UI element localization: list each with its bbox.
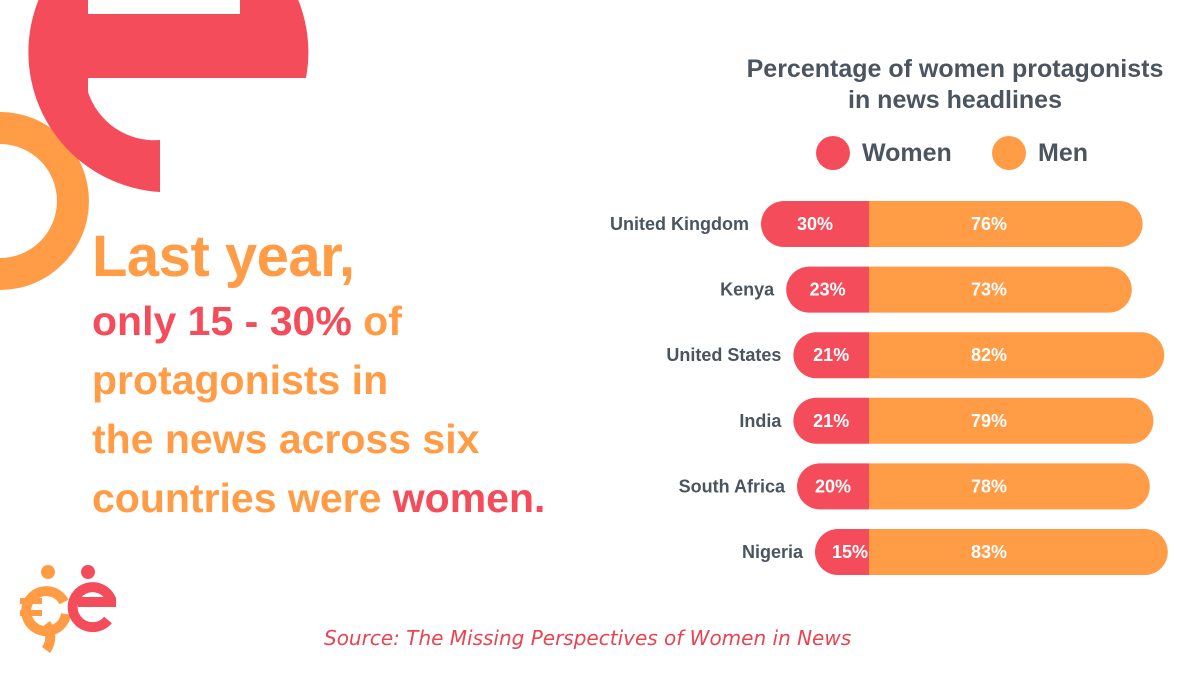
brand-e-shape-decoration [0, 0, 309, 290]
bar-men-united-states [869, 332, 1165, 379]
red-e-shape [28, 0, 309, 192]
headline-percent-range: only 15 - 30% [92, 298, 352, 344]
value-label-women-united-states: 21% [813, 345, 849, 365]
orange-arc-shape [0, 112, 89, 290]
headline-women: women. [392, 475, 546, 521]
value-label-men-south-africa: 78% [971, 476, 1007, 496]
headline-countries-were: countries were [92, 475, 393, 521]
bar-men-south-africa [869, 463, 1150, 510]
value-label-women-nigeria: 15% [832, 542, 868, 562]
legend-item-women: Women [816, 135, 952, 171]
category-label-kenya: Kenya [720, 280, 775, 300]
bar-women-india [793, 397, 869, 444]
ge-brand-logo-icon [20, 565, 116, 653]
category-label-nigeria: Nigeria [742, 542, 804, 562]
headline-line-5: countries were women. [92, 469, 545, 528]
legend-item-men: Men [992, 135, 1088, 171]
bar-women-nigeria [815, 529, 869, 575]
headline-line-1: Last year, [92, 224, 355, 289]
bar-women-united-kingdom [761, 201, 869, 247]
bar-men-nigeria [869, 529, 1168, 575]
category-label-india: India [739, 411, 782, 431]
bar-men-india [869, 397, 1154, 444]
headline-line-4: the news across six [92, 416, 480, 462]
value-label-men-united-states: 82% [971, 345, 1007, 365]
value-label-women-south-africa: 20% [815, 476, 851, 496]
bar-women-united-states [793, 332, 869, 379]
headline-line-2: only 15 - 30% of [92, 292, 545, 351]
value-label-men-kenya: 73% [971, 280, 1007, 300]
value-label-men-india: 79% [971, 411, 1007, 431]
value-label-women-india: 21% [813, 411, 849, 431]
headline-line-3: protagonists in [92, 357, 389, 403]
category-label-south-africa: South Africa [679, 476, 786, 496]
source-note: Source: The Missing Perspectives of Wome… [324, 626, 852, 650]
category-label-united-kingdom: United Kingdom [610, 214, 749, 234]
chart-title: Percentage of women protagonists in news… [746, 55, 1164, 114]
value-label-men-united-kingdom: 76% [971, 214, 1007, 234]
legend-dot-women [816, 136, 850, 170]
headline: Last year, only 15 - 30% of protagonists… [92, 222, 545, 528]
bar-men-united-kingdom [869, 201, 1143, 247]
legend-label-men: Men [1038, 138, 1088, 167]
red-e-notch [88, 0, 240, 14]
value-label-women-kenya: 23% [810, 280, 846, 300]
legend-label-women: Women [862, 138, 952, 167]
value-label-women-united-kingdom: 30% [797, 214, 833, 234]
bar-men-kenya [869, 266, 1132, 313]
category-label-united-states: United States [666, 345, 781, 365]
legend-dot-men [992, 136, 1026, 170]
headline-of: of [351, 298, 402, 344]
bar-women-kenya [786, 266, 869, 313]
value-label-men-nigeria: 83% [971, 542, 1007, 562]
bar-women-south-africa [797, 463, 869, 510]
